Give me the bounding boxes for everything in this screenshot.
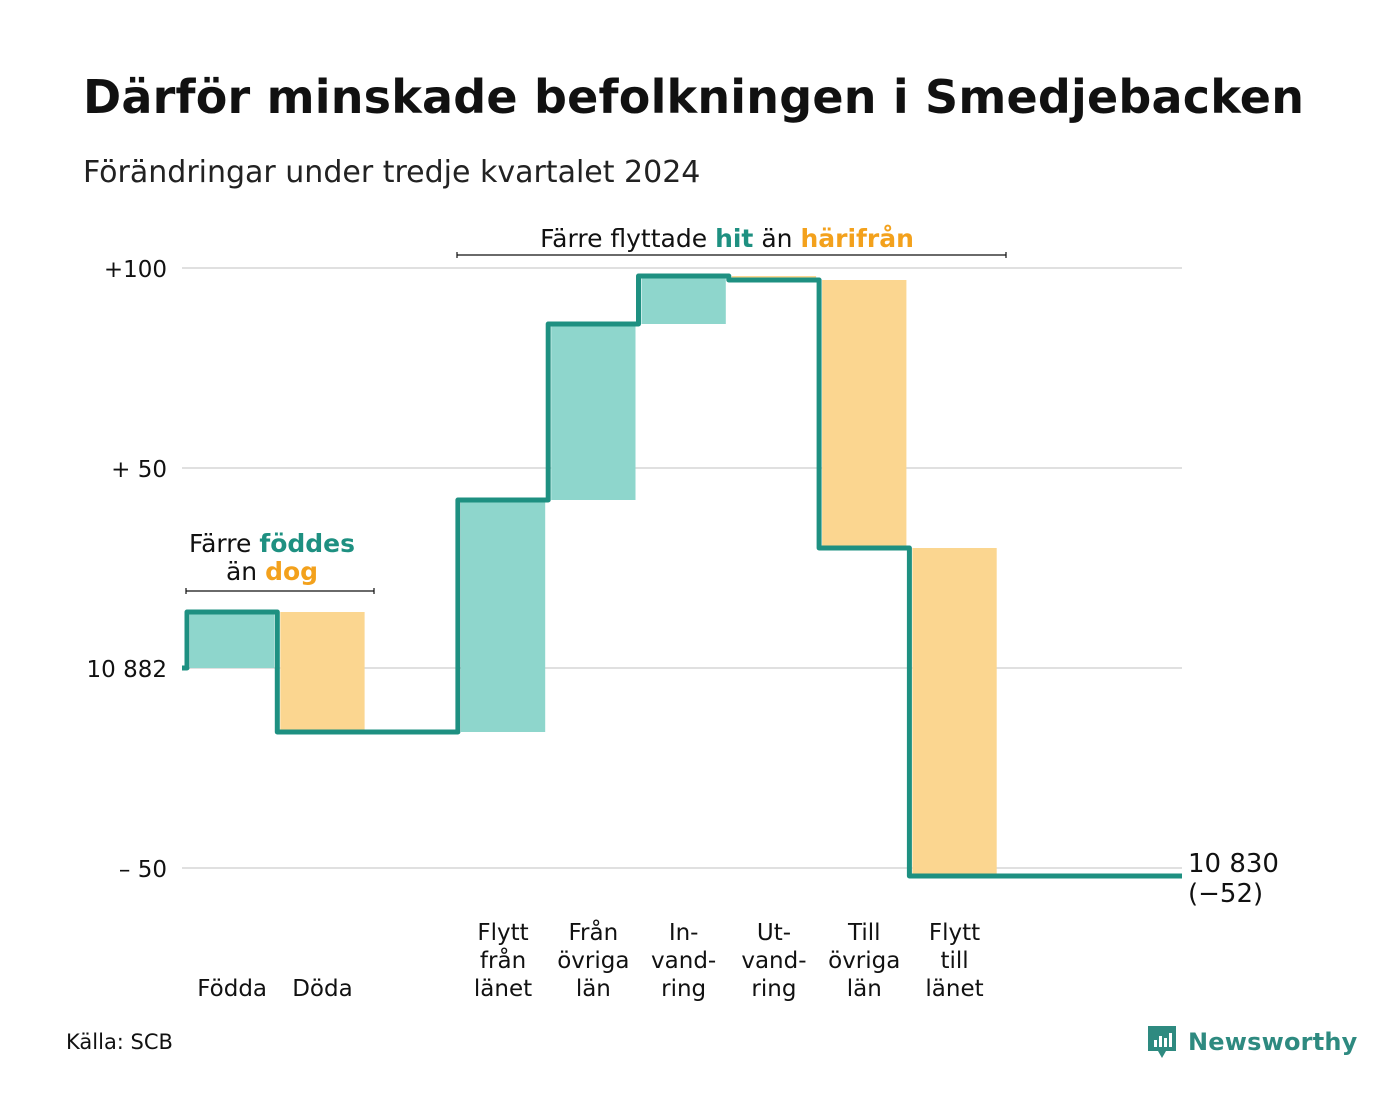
category-label: till <box>940 948 968 974</box>
category-label: Från <box>569 918 619 946</box>
y-tick-label: – 50 <box>119 857 167 883</box>
category-label: övriga <box>828 948 900 974</box>
bar-increase <box>551 324 636 500</box>
step-line <box>182 273 1182 879</box>
category-label: In- <box>669 920 699 946</box>
y-tick-label: +100 <box>104 257 167 283</box>
source-note: Källa: SCB <box>66 1030 173 1054</box>
bar-decrease <box>280 612 365 732</box>
category-label: län <box>576 976 611 1002</box>
category-label: län <box>847 976 882 1002</box>
newsworthy-logo-icon <box>1148 1026 1176 1058</box>
annotation-decrease-text: härifrån <box>800 224 913 253</box>
bracket-annotation: Färre föddes <box>189 529 355 558</box>
y-tick-label: 10 882 <box>87 657 167 683</box>
bars <box>190 276 997 876</box>
category-label: Flytt <box>929 920 980 946</box>
bar-increase <box>190 612 275 668</box>
annotation-increase-text: föddes <box>259 529 355 558</box>
annotation-plain-text: Färre <box>189 529 259 558</box>
bar-decrease <box>822 280 907 548</box>
category-label: ring <box>661 976 706 1002</box>
chart-title: Därför minskade befolkningen i Smedjebac… <box>83 70 1305 124</box>
category-labels: Födda DödaFlyttfrånlänetFrånövrigalänIn-v… <box>197 918 983 1002</box>
gridlines <box>182 267 1182 869</box>
category-label: länet <box>925 976 983 1002</box>
category-label: vand- <box>741 948 806 974</box>
category-label: vand- <box>651 948 716 974</box>
brand-name: Newsworthy <box>1188 1028 1358 1056</box>
annotation-decrease-text: dog <box>265 557 318 586</box>
category-label: Flytt <box>477 920 528 946</box>
category-label: Döda <box>292 976 352 1002</box>
bar-increase <box>641 276 726 324</box>
category-label: ring <box>751 976 796 1002</box>
annotation-plain-text: än <box>226 557 265 586</box>
category-label: länet <box>474 976 532 1002</box>
category-label: från <box>480 946 526 974</box>
y-tick-label: + 50 <box>111 457 167 483</box>
bracket-annotation: än dog <box>226 557 318 586</box>
end-value-label: (−52) <box>1188 879 1263 909</box>
bar-decrease <box>912 548 997 876</box>
cumulative-step-line <box>182 273 1182 879</box>
bar-increase <box>460 500 546 732</box>
category-label: Ut- <box>757 920 791 946</box>
annotation-plain-text: än <box>753 224 800 253</box>
category-label: Födda <box>197 976 267 1002</box>
annotation-plain-text: Färre flyttade <box>540 224 715 253</box>
chart-subtitle: Förändringar under tredje kvartalet 2024 <box>83 155 701 190</box>
y-axis-ticks: +100 + 50 10 882 – 50 <box>87 257 167 883</box>
category-label: övriga <box>557 948 629 974</box>
bracket-annotation: Färre flyttade hit än härifrån <box>540 224 914 253</box>
end-value-label: 10 830 <box>1188 849 1279 879</box>
annotation-increase-text: hit <box>715 224 753 253</box>
category-label: Till <box>847 920 881 946</box>
end-label: 10 830(−52) <box>1188 849 1279 909</box>
newsworthy-logo[interactable]: Newsworthy <box>1146 1024 1358 1060</box>
